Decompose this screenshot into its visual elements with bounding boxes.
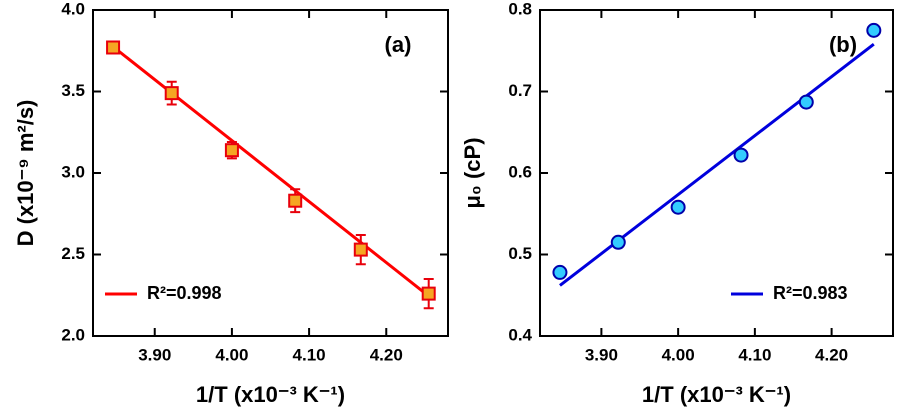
data-point — [421, 286, 436, 301]
data-point — [670, 199, 686, 215]
legend-label: R²=0.998 — [147, 283, 222, 303]
y-tick-label: 0.6 — [508, 162, 532, 181]
panel: 3.90 4.00 4.10 4.20 2.0 2.5 3.0 3.5 4.0 1/T (x10⁻… — [13, 0, 449, 407]
y-tick-label: 0.7 — [508, 81, 532, 100]
x-tick-label: 3.90 — [585, 345, 618, 364]
y-tick-label: 4.0 — [61, 0, 85, 18]
x-axis-title: 1/T (x10⁻³ K⁻¹) — [642, 382, 791, 407]
panel-annotation: (b) — [829, 32, 857, 57]
y-axis-title: D (x10⁻⁹ m²/s) — [13, 100, 38, 247]
y-tick-label: 0.4 — [508, 325, 532, 344]
panel-annotation: (a) — [385, 32, 412, 57]
x-axis-title: 1/T (x10⁻³ K⁻¹) — [196, 382, 345, 407]
fit-line — [112, 45, 430, 298]
data-point — [353, 242, 368, 257]
x-tick-label: 4.00 — [215, 345, 248, 364]
data-point — [798, 94, 814, 110]
data-point — [224, 143, 239, 158]
y-tick-label: 0.5 — [508, 244, 532, 263]
x-tick-label: 3.90 — [138, 345, 171, 364]
y-tick-label: 3.5 — [61, 81, 85, 100]
x-tick-label: 4.20 — [370, 345, 403, 364]
data-point — [733, 147, 749, 163]
data-point — [288, 193, 303, 208]
y-tick-label: 0.8 — [508, 0, 532, 18]
data-point — [106, 40, 121, 55]
x-tick-label: 4.20 — [815, 345, 848, 364]
y-tick-label: 3.0 — [61, 162, 85, 181]
y-tick-label: 2.0 — [61, 325, 85, 344]
data-point — [610, 234, 626, 250]
y-tick-label: 2.5 — [61, 244, 85, 263]
data-point — [552, 264, 568, 280]
legend-label: R²=0.983 — [773, 283, 848, 303]
x-tick-label: 4.10 — [738, 345, 771, 364]
data-point — [164, 86, 179, 101]
x-tick-label: 4.10 — [293, 345, 326, 364]
fit-line — [559, 43, 875, 287]
y-axis-title: μ₀ (cP) — [460, 137, 485, 208]
panel: 3.90 4.00 4.10 4.20 0.4 0.5 0.6 0.7 0.8 1/T (x10⁻… — [460, 0, 894, 407]
data-point — [866, 22, 882, 38]
x-tick-label: 4.00 — [662, 345, 695, 364]
